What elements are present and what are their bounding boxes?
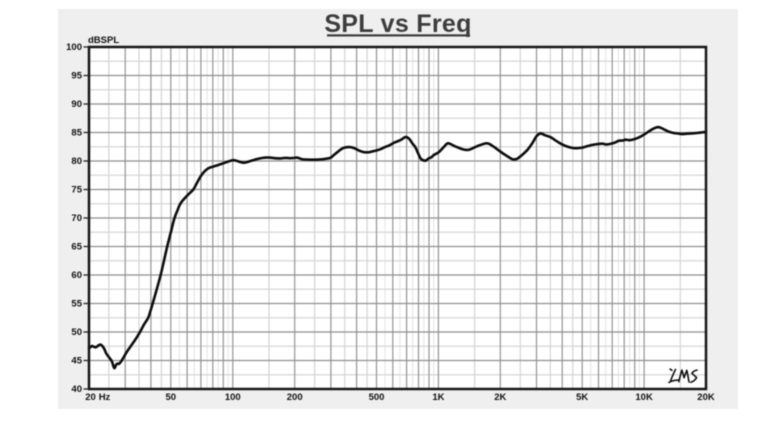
svg-text:80: 80 (71, 156, 82, 167)
svg-text:100: 100 (225, 392, 241, 403)
svg-text:SPL vs Freq: SPL vs Freq (324, 10, 471, 38)
svg-text:70: 70 (71, 213, 82, 224)
svg-text:20: 20 (85, 392, 96, 403)
svg-text:1K: 1K (432, 392, 444, 403)
svg-text:100: 100 (66, 42, 82, 53)
svg-text:50: 50 (71, 327, 82, 338)
svg-text:95: 95 (71, 71, 82, 82)
svg-text:90: 90 (71, 99, 82, 110)
svg-text:50: 50 (166, 392, 177, 403)
svg-text:40: 40 (71, 384, 82, 395)
svg-text:5K: 5K (576, 392, 588, 403)
svg-text:75: 75 (71, 185, 82, 196)
svg-text:85: 85 (71, 128, 82, 139)
svg-text:55: 55 (71, 299, 82, 310)
svg-text:20K: 20K (697, 392, 715, 403)
svg-text:200: 200 (287, 392, 303, 403)
svg-text:Hz: Hz (99, 392, 111, 403)
svg-text:60: 60 (71, 270, 82, 281)
svg-text:10K: 10K (635, 392, 653, 403)
svg-text:500: 500 (369, 392, 385, 403)
svg-text:65: 65 (71, 242, 82, 253)
svg-text:dBSPL: dBSPL (88, 35, 119, 46)
svg-text:45: 45 (71, 356, 82, 367)
svg-text:2K: 2K (494, 392, 506, 403)
